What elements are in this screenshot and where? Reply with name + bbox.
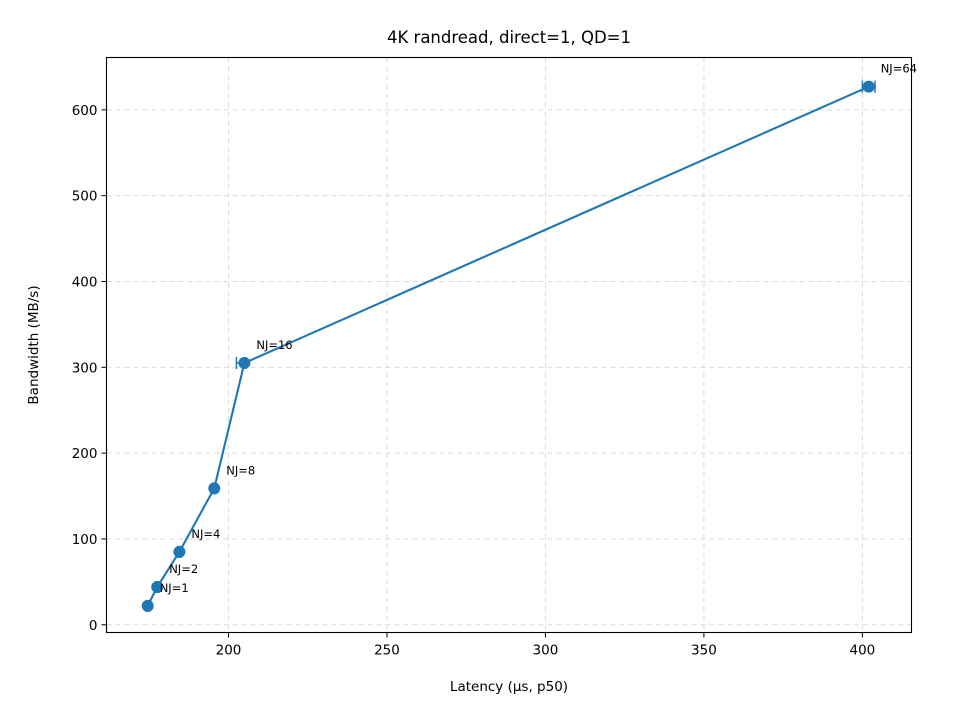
data-point-label: NJ=1 — [160, 581, 189, 595]
data-point-label: NJ=8 — [226, 463, 255, 477]
grid-layer — [106, 57, 912, 633]
y-axis-label: Bandwidth (MB/s) — [26, 285, 42, 404]
y-tick-label: 200 — [72, 446, 98, 462]
y-tick-label: 400 — [72, 274, 98, 290]
chart-title: 4K randread, direct=1, QD=1 — [387, 28, 631, 47]
data-point — [862, 80, 875, 93]
data-point — [173, 545, 186, 558]
y-tick-label: 100 — [72, 532, 98, 548]
y-tick-label: 300 — [72, 360, 98, 376]
data-point-label: NJ=4 — [191, 527, 220, 541]
data-point-label: NJ=16 — [256, 338, 292, 352]
data-point-label: NJ=64 — [881, 62, 917, 76]
plot-frame — [105, 56, 913, 634]
y-tick-label: 0 — [89, 618, 98, 634]
y-tick-label: 500 — [72, 189, 98, 205]
x-tick-label: 350 — [691, 643, 717, 659]
x-axis-label: Latency (µs, p50) — [450, 679, 568, 695]
data-point — [238, 357, 251, 370]
x-tick-label: 200 — [216, 643, 242, 659]
data-point-label: NJ=2 — [169, 562, 198, 576]
x-tick-label: 250 — [374, 643, 400, 659]
point-labels: NJ=1 NJ=2 NJ=4 NJ=8 NJ=16 NJ=64 — [160, 62, 917, 595]
data-point — [141, 599, 154, 612]
data-point — [151, 581, 164, 594]
ticks-layer: 200 250 300 350 400 0 100 200 300 400 500 600 — [72, 103, 876, 659]
data-point — [208, 482, 221, 495]
series-layer — [141, 80, 876, 612]
x-tick-label: 300 — [533, 643, 559, 659]
x-tick-label: 400 — [849, 643, 875, 659]
y-tick-label: 600 — [72, 103, 98, 119]
